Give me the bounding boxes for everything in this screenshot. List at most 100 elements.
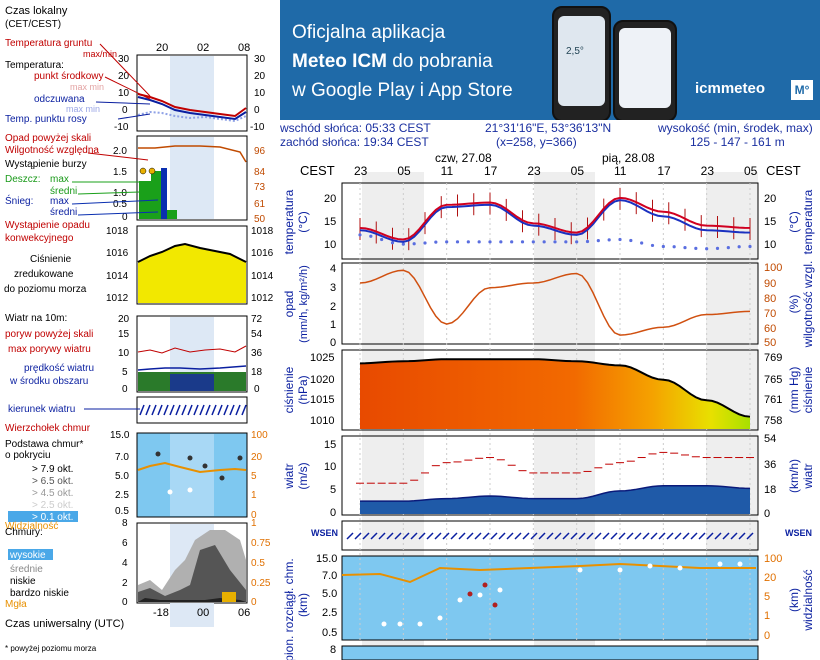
- cloud-base-dot: [467, 591, 473, 597]
- hour-label: 23: [354, 164, 368, 178]
- tick: 1: [330, 319, 336, 331]
- legend-cloud-dot: [219, 475, 225, 481]
- legend-pointer: [71, 199, 159, 205]
- tick: 10: [324, 239, 336, 251]
- cloud-base-dot: [677, 565, 683, 571]
- dew-point-dot: [380, 237, 384, 242]
- tick: 1015: [310, 394, 334, 406]
- legend-temp-line: [137, 93, 247, 118]
- wind-arrow: [217, 404, 223, 416]
- cloud-base-dot: [437, 615, 443, 621]
- tick: 1012: [251, 293, 274, 304]
- legend-cloud-scale-left: 8 6 4 2 0: [122, 518, 128, 608]
- cloud-base-dot: [397, 621, 403, 627]
- tick: 50: [764, 337, 776, 349]
- legend-wind-arrows: [139, 404, 247, 416]
- wind-arrow: [610, 532, 618, 540]
- tick: 0: [122, 105, 128, 116]
- phone-image: 2,5°: [552, 6, 611, 120]
- tick: 20: [764, 193, 776, 205]
- phone-screen: 2,5°: [558, 16, 605, 106]
- tick: 0.5: [115, 506, 129, 517]
- legend-night-shade: [170, 603, 214, 627]
- tick: 4: [122, 558, 128, 569]
- temp-right-unit: (°C): [787, 211, 801, 232]
- legend-pointer: [104, 76, 151, 100]
- hour-label: 05: [397, 164, 411, 178]
- legend-gust-max: max porywy wiatru: [8, 344, 91, 355]
- legend-cloud-dot: [187, 487, 193, 493]
- visibility-ticks: 100 20 5 1 0: [764, 553, 782, 642]
- tick: 72: [251, 314, 263, 325]
- legend-okta-4: > 0.1 okt.: [32, 512, 73, 523]
- tick: 0.25: [251, 578, 271, 589]
- legend-wind-scale-right: 72 54 36 18 0: [251, 314, 263, 395]
- clouds-panel: [341, 645, 759, 660]
- wind-arrow: [362, 532, 370, 540]
- dew-point-dot: [412, 242, 416, 246]
- dew-point-dot: [564, 240, 568, 244]
- tick: 18: [764, 484, 776, 496]
- legend-bottom-hour: -18: [153, 607, 169, 619]
- legend-okta-3: > 2.5 okt.: [32, 500, 73, 511]
- wind-arrow: [434, 532, 442, 540]
- phone-screen: [619, 28, 671, 108]
- tick: 1018: [106, 226, 129, 237]
- legend-temp-scale-left: 30 20 10 0 -10: [114, 54, 130, 133]
- tick: 0: [251, 510, 257, 521]
- legend-snow-max: max: [50, 196, 69, 207]
- wind-dir-layer: [346, 532, 754, 540]
- icmmeteo-logo-box: M°: [791, 80, 813, 100]
- tick: 2: [122, 578, 128, 589]
- wind-arrow: [193, 404, 199, 416]
- pressure-panel: [341, 349, 759, 431]
- tick: 36: [251, 348, 263, 359]
- tick: 20: [251, 452, 263, 463]
- hour-label: 17: [484, 164, 498, 178]
- legend-gust-line: [137, 345, 247, 354]
- wind-arrow: [426, 532, 434, 540]
- tick: 4: [330, 263, 336, 275]
- legend-rain-scale-left: 2.0 1.5 1.0 0.5 0: [113, 146, 128, 223]
- legend-felt-line: [137, 96, 247, 121]
- icmmeteo-logo: icmmeteo: [695, 80, 766, 97]
- tick: 761: [764, 394, 782, 406]
- dew-point-dot: [423, 241, 427, 245]
- dew-point-dot: [748, 244, 752, 249]
- vis-right-unit: (km): [787, 588, 801, 612]
- wind-arrow: [634, 532, 642, 540]
- wind-arrow: [175, 404, 181, 416]
- tick: 5: [122, 367, 128, 378]
- tick: 3: [330, 282, 336, 294]
- tick: 54: [764, 433, 776, 445]
- tick: 96: [254, 146, 266, 157]
- coords: 21°31'16"E, 53°36'13"N: [485, 121, 612, 135]
- dew-point-dot: [726, 245, 730, 250]
- humidity-line: [359, 269, 751, 336]
- dew-point-dot: [455, 240, 460, 244]
- legend-conv2: konwekcyjnego: [5, 233, 74, 244]
- app-banner[interactable]: Oficjalna aplikacja Meteo ICM do pobrani…: [280, 0, 820, 120]
- legend-cloud-area: [138, 545, 246, 602]
- legend-cloud-scale-right: 1 0.75 0.5 0.25 0: [251, 518, 271, 608]
- legend-panel: Czas lokalny (CET/CEST) 20 02 08 Tempera…: [4, 5, 274, 653]
- wind-arrow: [157, 404, 163, 416]
- banner-line2-bold: Meteo ICM: [292, 51, 387, 72]
- tick: 1014: [106, 271, 129, 282]
- wind-arrow: [618, 532, 626, 540]
- legend-storm-dot: [148, 167, 156, 175]
- wind-layer: [356, 451, 754, 514]
- vis-right-label: widzialność: [801, 569, 815, 631]
- tick: 15: [324, 439, 336, 451]
- tick: 10: [254, 88, 266, 99]
- cloud-base-dot: [457, 597, 463, 603]
- tick: 100: [251, 430, 268, 441]
- wind-arrow: [163, 404, 169, 416]
- tick: -10: [250, 122, 265, 133]
- tick: 8: [330, 644, 336, 656]
- dew-point-dot: [705, 247, 709, 251]
- dew-point-dot: [575, 240, 579, 244]
- legend-footnote: * powyżej poziomu morza: [5, 644, 97, 653]
- cloud-base-dot: [381, 621, 387, 627]
- legend-pressure-line: [137, 242, 247, 263]
